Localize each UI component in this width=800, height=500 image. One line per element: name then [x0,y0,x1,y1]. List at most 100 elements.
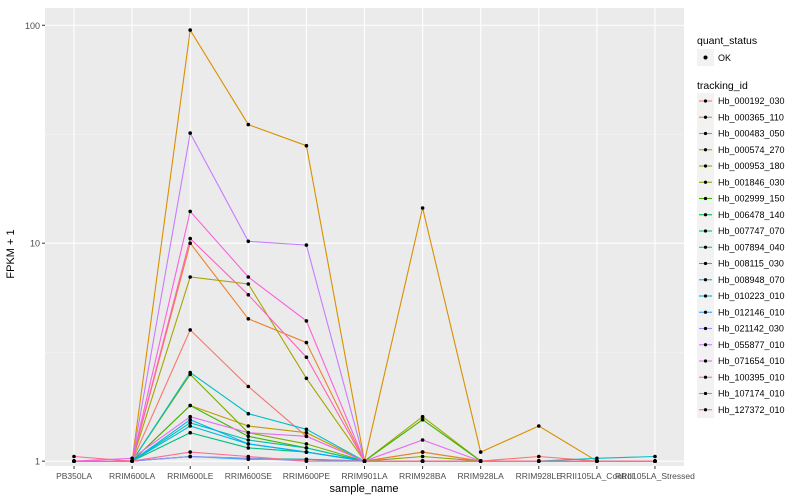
data-point [246,293,251,297]
legend-title-tracking-id: tracking_id [697,80,748,92]
x-tick-label: RRIM600LA [109,471,156,481]
legend-label-series: Hb_055877_010 [718,340,785,350]
data-point [246,282,251,286]
legend-key-point [703,375,708,379]
data-point [246,239,251,244]
legend-label-series: Hb_008115_030 [718,259,784,269]
legend-key-point [703,359,708,363]
data-point [420,450,425,454]
data-point [246,430,251,435]
data-point [304,355,309,360]
data-point [188,424,192,428]
legend-label-series: Hb_000574_270 [718,145,785,155]
data-point [304,143,309,148]
data-point [130,459,134,463]
data-point [188,209,192,214]
legend-label-series: Hb_000365_110 [718,112,784,122]
data-point [246,434,251,439]
data-point [188,414,192,419]
data-point [188,370,192,375]
legend-label-series: Hb_071654_010 [718,356,785,366]
data-point [188,417,192,422]
y-axis-title: FPKM + 1 [5,229,17,278]
data-point [246,317,251,321]
legend-key-point [703,245,708,249]
data-point [420,459,425,463]
legend-key-point [703,278,708,282]
legend-label-series: Hb_001846_030 [718,177,785,187]
x-tick-label: RRIM928LA [458,471,505,481]
legend-key-point [703,229,708,233]
data-point [304,376,309,381]
legend-label-series: Hb_002999_150 [718,194,785,204]
data-point [304,319,309,323]
y-tick-label: 100 [25,21,40,31]
data-point [420,417,425,422]
legend-label-series: Hb_000953_180 [718,161,785,171]
x-tick-label: RRIM928LE [516,471,563,481]
data-point [246,384,251,389]
data-point [188,430,192,435]
data-point [130,456,134,461]
legend-label-series: Hb_007894_040 [718,242,785,252]
data-point [537,454,541,459]
data-point [188,28,192,32]
data-point [72,454,76,459]
data-point [304,442,309,446]
legend-key-point [703,115,708,119]
legend-key-point [703,196,708,201]
legend: quant_status OK tracking_id Hb_000192_030 Hb… [697,35,785,418]
data-point [246,438,251,442]
data-point [653,459,657,463]
data-point [537,459,541,463]
data-point [362,459,367,463]
data-points [72,28,657,463]
legend-key-point [703,391,708,396]
data-point [537,424,541,428]
data-point [304,450,309,454]
data-point [246,122,251,127]
x-tick-label: RRIM600PE [283,471,331,481]
data-point [188,454,192,459]
legend-key-point [703,180,708,184]
x-tick-label: RRII105LA_Stressed [615,471,695,481]
x-tick-label: RRIM600LE [167,471,214,481]
x-axis: PB350LA RRIM600LA RRIM600LE RRIM600SE RRIM60… [56,466,695,481]
y-tick-label: 10 [30,239,40,249]
legend-label-series: Hb_008948_070 [718,275,785,285]
x-tick-label: PB350LA [56,471,92,481]
data-point [72,459,76,463]
data-point [304,430,309,435]
data-point [478,450,483,454]
y-tick-label: 1 [35,457,40,467]
legend-key-point [703,148,708,152]
legend-label-series: Hb_010223_010 [718,291,785,301]
legend-label-series: Hb_021142_030 [718,324,784,334]
data-point [188,421,192,425]
data-point [246,424,251,428]
data-point [420,414,425,419]
legend-key-point [703,213,708,217]
data-point [188,236,192,241]
data-point [246,442,251,446]
legend-key-point [703,99,708,103]
legend-label-series: Hb_127372_010 [718,405,785,415]
legend-label-series: Hb_100395_010 [718,372,785,382]
data-point [595,459,599,463]
x-tick-label: RRIM901LA [341,471,388,481]
x-tick-label: RRIM600SE [225,471,273,481]
x-tick-label: RRIM928BA [399,471,447,481]
data-point [188,275,192,279]
legend-key-point [703,131,708,136]
data-point [188,403,192,408]
legend-key-point [703,294,708,298]
legend-key-point [703,343,708,347]
x-tick-label: RRII105LA_Control [560,471,634,481]
legend-label-series: Hb_107174_010 [718,389,785,399]
legend-key-point [703,261,708,266]
legend-label-series: Hb_000192_030 [718,96,785,106]
data-point [246,454,251,459]
data-point [595,456,599,461]
legend-label-series: Hb_012146_010 [718,307,785,317]
